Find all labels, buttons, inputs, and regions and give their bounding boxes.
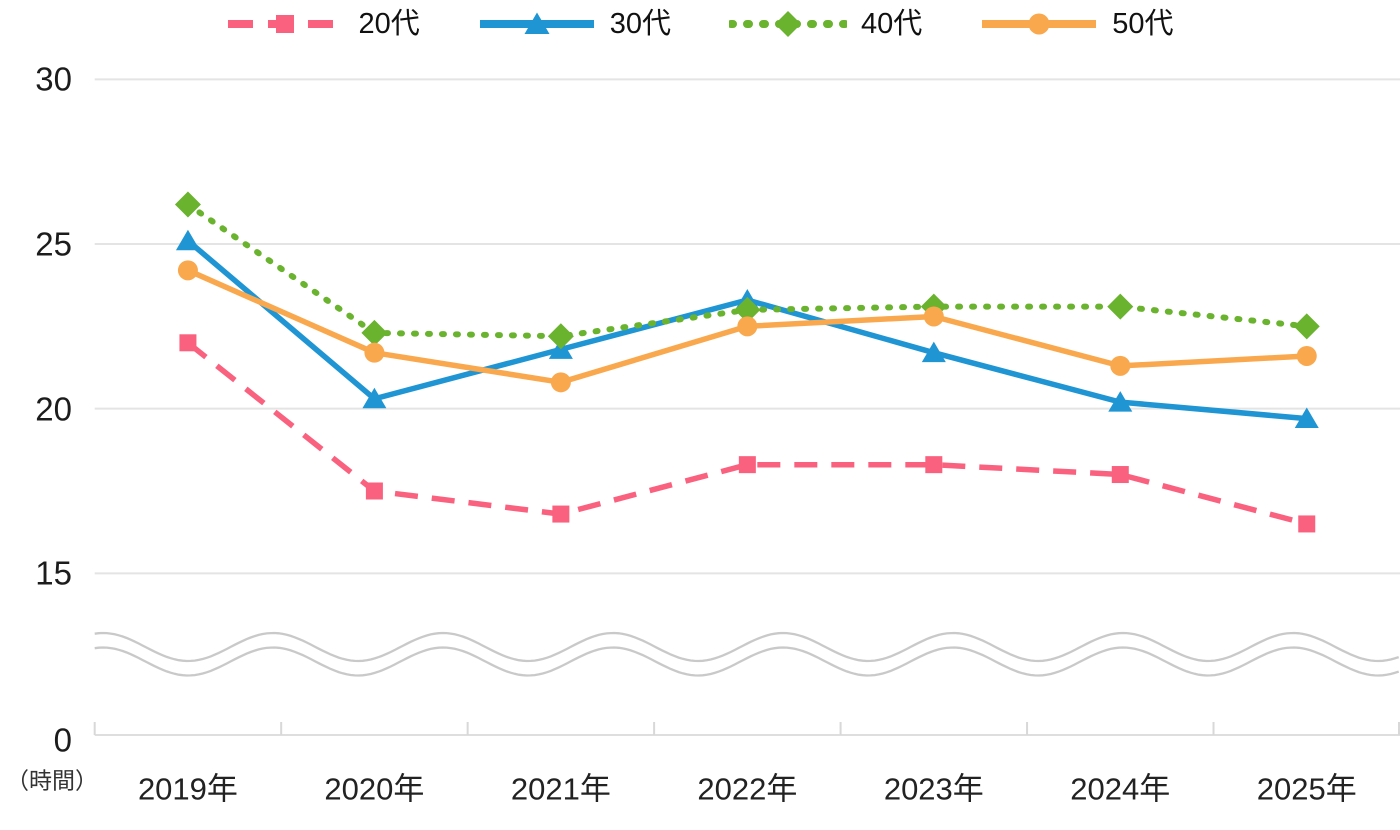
series-20s-point-2023年-marker-square	[925, 456, 943, 474]
legend-dashed-line-sample	[228, 15, 343, 33]
axis-break-wave-upper	[94, 631, 1400, 663]
series-50s-point-2024年-marker-circle	[1110, 355, 1131, 376]
series-20s-point-2021年-marker-square	[552, 505, 570, 523]
series-20s-point-2022年-marker-square	[738, 456, 756, 474]
y-tick-label-25: 25	[35, 225, 72, 263]
series-40s-point-2021年-marker-diamond	[547, 323, 574, 350]
triangle-marker-icon	[524, 12, 550, 34]
legend-label-30s: 30代	[609, 7, 671, 40]
series-line-20s	[186, 340, 1308, 527]
legend-item-20s: 20代	[226, 7, 420, 41]
x-tick-label-2021: 2021年	[510, 771, 611, 807]
legend-dotted-line-sample	[729, 11, 847, 37]
series-40s-point-2025年-marker-diamond	[1293, 313, 1320, 340]
x-tick-label-2019: 2019年	[137, 771, 238, 807]
x-tick-label-2024: 2024年	[1070, 771, 1171, 807]
y-tick-label-15: 15	[35, 554, 72, 592]
y-tick-label-30: 30	[35, 60, 72, 98]
square-marker-icon	[276, 15, 295, 33]
y-tick-label-0: 0	[53, 721, 72, 759]
legend-item-30s: 30代	[478, 7, 671, 41]
series-30s-point-2025年-marker-triangle	[1294, 407, 1319, 429]
series-20s-point-2020年-marker-square	[365, 482, 383, 500]
legend-solid-line-sample	[982, 13, 1097, 35]
x-tick-label-2022: 2022年	[697, 771, 798, 807]
series-20s-point-2019年-marker-square	[179, 334, 197, 352]
series-50s-point-2022年-marker-circle	[737, 316, 758, 337]
series-50s-point-2019年-marker-circle	[177, 260, 198, 281]
series-50s-point-2025年-marker-circle	[1296, 345, 1317, 366]
legend-solid-line-sample	[479, 12, 594, 34]
series-40s-point-2024年-marker-diamond	[1107, 293, 1134, 320]
series-50s-point-2023年-marker-circle	[923, 306, 944, 327]
legend-label-40s: 40代	[861, 7, 923, 40]
chart-legend: 20代 30代 40代 50代	[0, 2, 1400, 46]
diamond-marker-icon	[775, 11, 801, 37]
series-20s-point-2025年-marker-square	[1298, 515, 1316, 533]
series-50s-point-2020年-marker-circle	[364, 342, 385, 363]
x-tick-label-2020: 2020年	[324, 771, 425, 807]
series-30s-point-2023年-marker-triangle	[921, 341, 946, 363]
series-40s-point-2019年-marker-diamond	[174, 191, 201, 218]
x-tick-label-2025: 2025年	[1256, 771, 1357, 807]
series-40s-point-2020年-marker-diamond	[361, 319, 388, 346]
series-20s-point-2024年-marker-square	[1111, 466, 1129, 484]
legend-label-50s: 50代	[1112, 7, 1174, 40]
legend-item-40s: 40代	[729, 7, 922, 41]
axis-break-wave-lower	[94, 646, 1400, 677]
series-40s-point-2022年-marker-diamond	[734, 296, 761, 323]
x-tick-label-2023: 2023年	[883, 771, 984, 807]
circle-marker-icon	[1028, 13, 1050, 35]
legend-label-20s: 20代	[358, 7, 420, 40]
series-30s-point-2020年-marker-triangle	[362, 387, 387, 409]
series-30s-point-2019年-marker-triangle	[175, 229, 200, 251]
y-tick-label-20: 20	[35, 390, 72, 428]
series-50s-point-2021年-marker-circle	[550, 372, 571, 393]
legend-item-50s: 50代	[980, 7, 1174, 41]
y-axis-unit-label: （時間）	[6, 767, 98, 794]
series-30s-point-2024年-marker-triangle	[1108, 391, 1133, 412]
